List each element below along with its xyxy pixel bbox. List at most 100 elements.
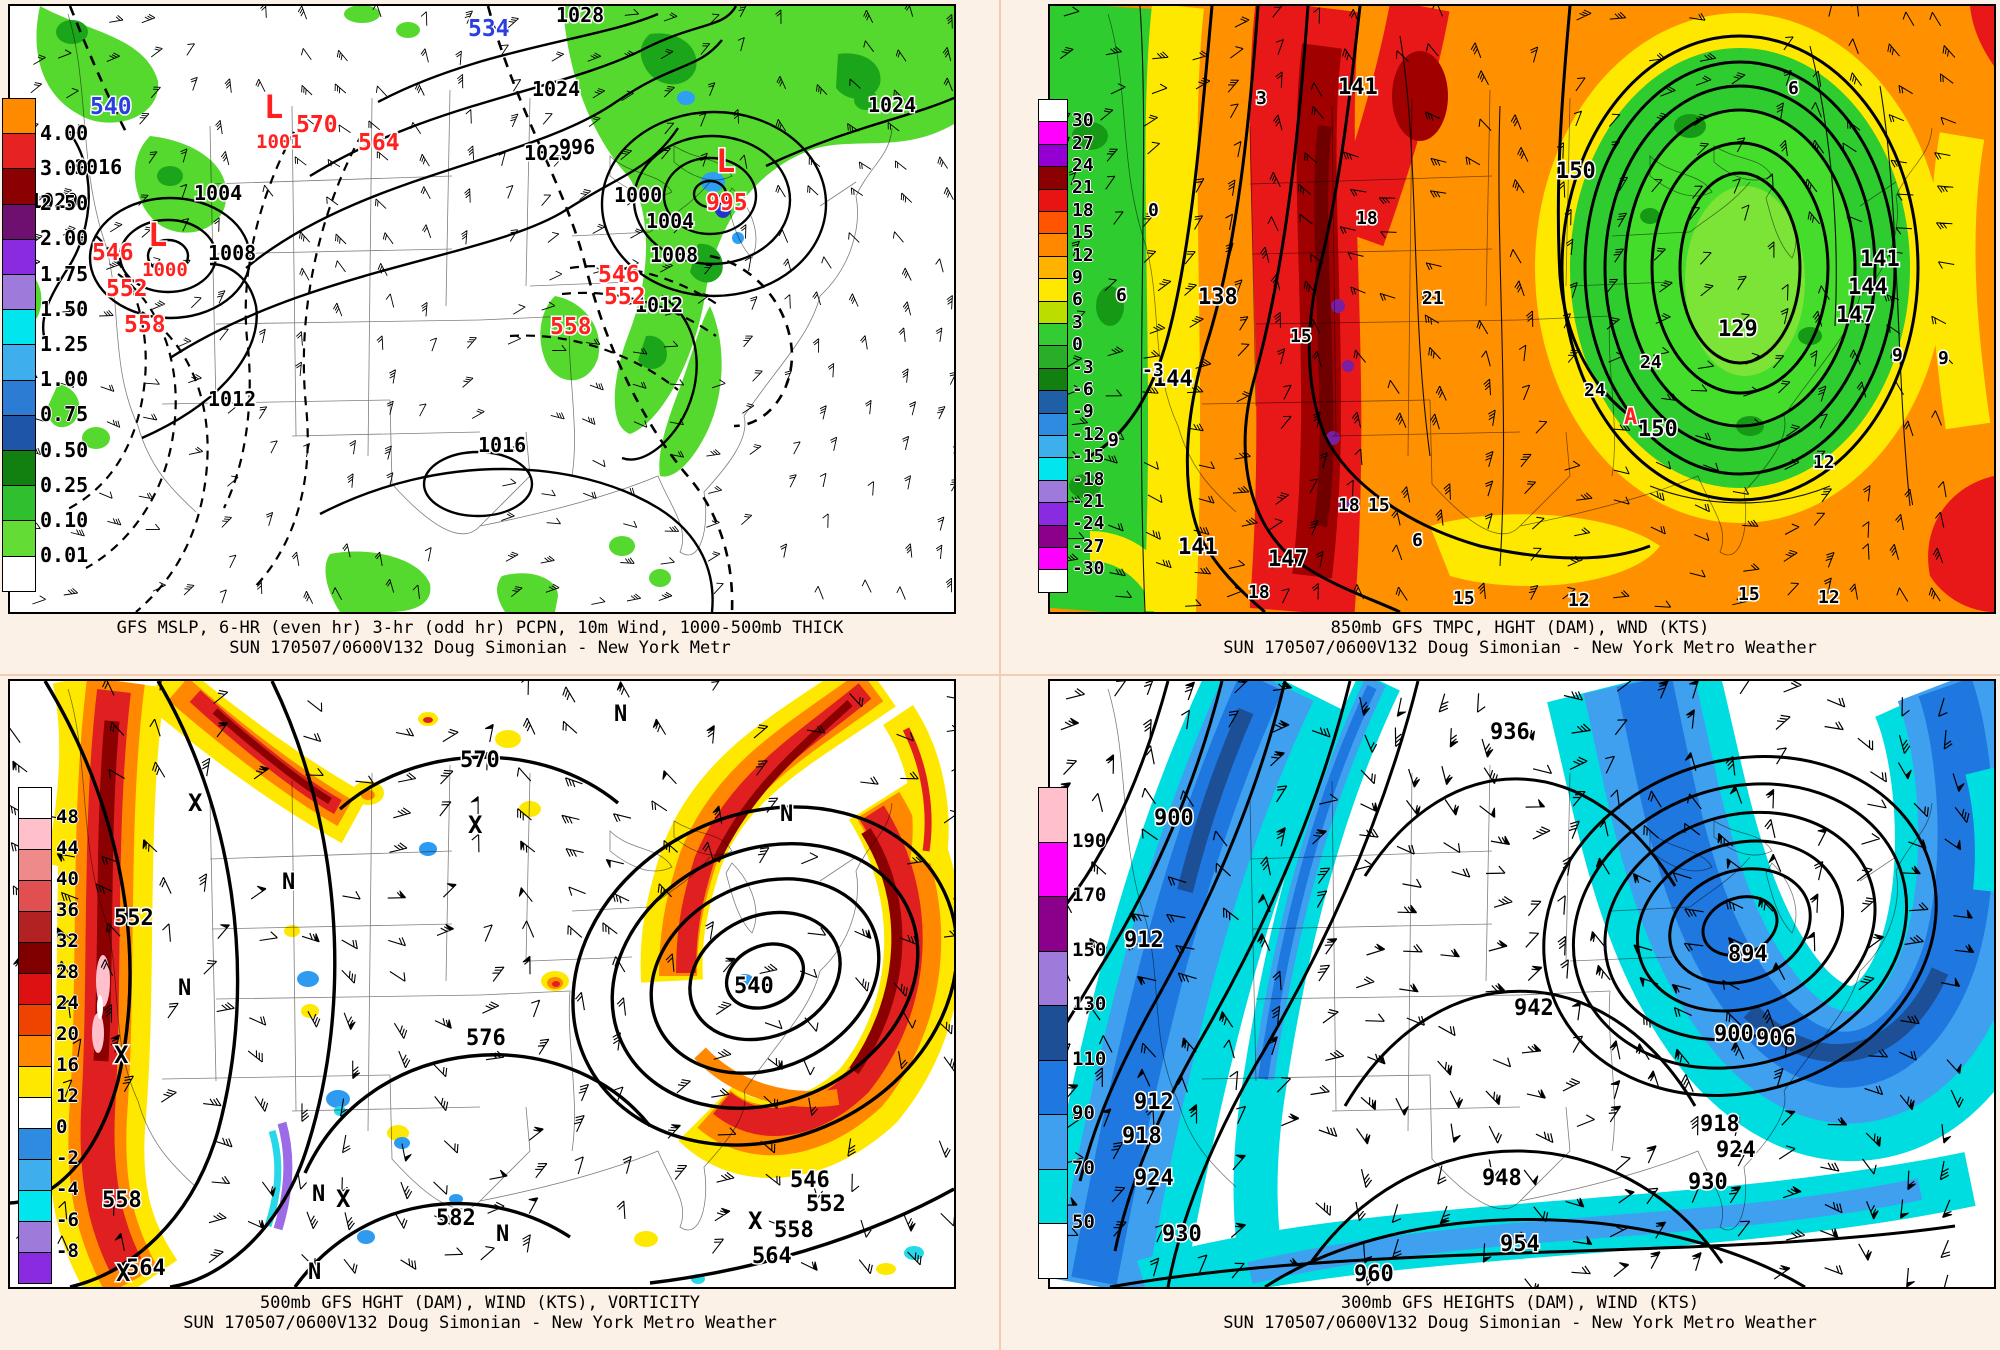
colorbar-segment <box>18 1128 52 1160</box>
map-label: X <box>114 1041 129 1069</box>
map-label: 546 <box>92 240 134 266</box>
map-label: 138 <box>1198 285 1238 310</box>
colorbar-segment <box>1038 524 1068 548</box>
colorbar-tick-label: -15 <box>1072 446 1105 468</box>
colorbar-tick-label: 21 <box>1072 177 1094 199</box>
colorbar-segment <box>1038 1059 1068 1115</box>
thickness-534-540 <box>68 6 794 612</box>
colorbar-segment <box>1038 278 1068 302</box>
colorbar-segment <box>18 880 52 912</box>
map-label: N <box>496 1222 509 1247</box>
colorbar-segment <box>18 1252 52 1284</box>
map-label: 1000 <box>142 259 188 281</box>
colorbar-segment <box>1038 143 1068 168</box>
caption-850mb: 850mb GFS TMPC, HGHT (DAM), WND (KTS) SU… <box>1048 618 1992 658</box>
map-label: 144 <box>1153 367 1193 392</box>
colorbar-segment <box>1038 233 1068 257</box>
colorbar-segment <box>2 98 36 135</box>
colorbar-segment <box>1038 1114 1068 1170</box>
map-label: L <box>148 216 167 254</box>
contour-labels: 570576582552558564540546552558564XXXXXXN… <box>101 701 848 1288</box>
map-label: 918 <box>1700 1112 1740 1137</box>
colorbar-tick-label: 28 <box>56 961 79 984</box>
map-label: 1016 <box>74 155 122 179</box>
colorbar-tick-label: 15 <box>1072 222 1094 244</box>
colorbar-segment <box>1038 1005 1068 1061</box>
map-label: 570 <box>460 748 500 773</box>
colorbar-segment <box>1038 547 1068 571</box>
colorbar-tick-label: -30 <box>1072 558 1105 580</box>
vorticity-west-streaks <box>45 681 369 1287</box>
colorbar-tick-label: 27 <box>1072 132 1094 154</box>
height-contours-850 <box>1089 6 1920 612</box>
colorbar-segment <box>2 379 36 416</box>
colorbar-segment <box>18 942 52 974</box>
map-label: 912 <box>1124 928 1164 953</box>
map-label: 540 <box>90 94 132 120</box>
colorbar-tick-label: 18 <box>1072 199 1094 221</box>
map-label: 936 <box>1490 720 1530 745</box>
colorbar-segment <box>2 555 36 592</box>
colorbar-segment <box>18 1035 52 1067</box>
colorbar-tick-label: 0.75 <box>40 402 89 427</box>
map-label: 12 <box>1813 452 1835 473</box>
map-label: 942 <box>1514 996 1554 1021</box>
map-label: 141 <box>1338 75 1378 100</box>
map-label: 24 <box>1640 352 1662 373</box>
colorbar-tick-label: 24 <box>56 992 79 1015</box>
map-label: 552 <box>806 1192 846 1217</box>
colorbar-segment <box>1038 412 1068 436</box>
colorbar-segment <box>1038 435 1068 459</box>
map-label: N <box>780 802 793 827</box>
map-label: 150 <box>1638 417 1678 442</box>
colorbar-segment <box>2 168 36 205</box>
colorbar-segment <box>2 238 36 275</box>
map-label: 954 <box>1500 1232 1540 1257</box>
map-label: 912 <box>1134 1090 1174 1115</box>
colorbar-segment <box>18 1190 52 1222</box>
map-label: 546 <box>598 262 640 288</box>
map-label: 1024 <box>532 77 580 101</box>
map-label: 552 <box>106 276 148 302</box>
colorbar-tick-label: 110 <box>1072 1047 1107 1070</box>
colorbar-segment <box>1038 479 1068 504</box>
map-label: 900 <box>1154 806 1194 831</box>
map-label: 24 <box>1584 380 1606 401</box>
colorbar-segment <box>2 274 36 311</box>
colorbar-segment <box>2 344 36 381</box>
map-label: L <box>264 88 283 126</box>
colorbar-segment <box>1038 896 1068 952</box>
colorbar-tick-label: 24 <box>1072 155 1094 177</box>
map-label: 582 <box>436 1206 476 1231</box>
colorbar-tick-label: -27 <box>1072 535 1105 557</box>
caption-mslp: GFS MSLP, 6-HR (even hr) 3-hr (odd hr) P… <box>8 618 952 658</box>
colorbar-segment <box>18 1004 52 1036</box>
mslp-isobars <box>41 6 954 612</box>
map-label: -3 <box>1142 360 1164 381</box>
map-label: 1012 <box>208 387 256 411</box>
colorbar-tick-label: 44 <box>56 837 79 860</box>
caption-line1: 300mb GFS HEIGHTS (DAM), WIND (KTS) <box>1340 1293 1700 1313</box>
map-label: 12 <box>1818 587 1840 608</box>
colorbar-segment <box>1038 188 1068 212</box>
colorbar-tick-label: 190 <box>1072 829 1107 852</box>
map-label: X <box>188 789 203 817</box>
map-label: 141 <box>1178 535 1218 560</box>
colorbar-segment <box>2 520 36 557</box>
colorbar-segment <box>18 1159 52 1191</box>
panel-850mb-temp: 150 141 138 144 141 147 150 129 141 144 147 3 0 6 9 -3 1… <box>999 0 2000 676</box>
map-label: 1008 <box>650 243 698 267</box>
map-label: 1001 <box>256 131 302 153</box>
map-label: 9 <box>1892 345 1903 366</box>
map-label: 147 <box>1836 303 1876 328</box>
map-label: N <box>282 870 295 895</box>
thickness-contours <box>65 117 721 612</box>
colorbar-segment <box>18 1221 52 1253</box>
map-label: 1012 <box>635 293 683 317</box>
colorbar-tick-label: 6 <box>1072 289 1083 311</box>
map-label: 0 <box>1148 200 1159 221</box>
colorbar-tick-label: 1.00 <box>40 367 89 392</box>
map-label: 1024 <box>868 93 916 117</box>
map-label: 1004 <box>194 181 242 205</box>
